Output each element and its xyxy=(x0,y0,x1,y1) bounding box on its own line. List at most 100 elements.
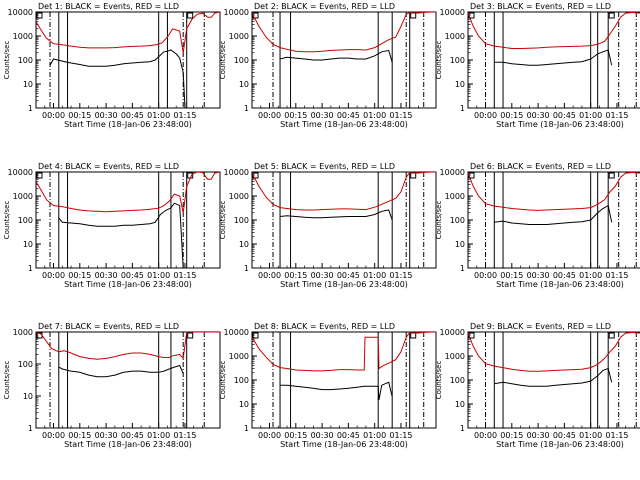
y-tick-label: 100 xyxy=(18,216,33,225)
x-tick-label: 01:15 xyxy=(389,431,412,440)
lld-rate-line xyxy=(36,332,220,360)
x-tick-label: 00:45 xyxy=(553,271,576,280)
y-tick-label: 10000 xyxy=(440,328,465,337)
x-axis-label: Start Time (18-Jan-06 23:48:00) xyxy=(496,440,624,449)
x-tick-label: 00:45 xyxy=(337,431,360,440)
y-axis-label: Counts/sec xyxy=(435,201,443,240)
x-tick-label: 01:00 xyxy=(363,431,386,440)
x-tick-label: 01:15 xyxy=(173,111,196,120)
detector-panel-2: Det 2: BLACK = Events, RED = LLD 1 10 100 10… xyxy=(219,2,437,129)
x-tick-label: 01:00 xyxy=(579,271,602,280)
y-tick-label: 1 xyxy=(28,424,33,433)
corner-marker xyxy=(187,332,194,339)
x-tick-label: 00:15 xyxy=(284,111,307,120)
y-tick-label: 1 xyxy=(244,424,249,433)
corner-marker xyxy=(410,172,417,179)
y-tick-label: 100 xyxy=(234,376,249,385)
y-axis-label: Counts/sec xyxy=(219,41,227,80)
panel-title: Det 2: BLACK = Events, RED = LLD xyxy=(254,2,395,11)
y-tick-label: 1 xyxy=(460,104,465,113)
x-tick-label: 00:00 xyxy=(258,111,281,120)
y-tick-label: 10000 xyxy=(224,168,249,177)
x-tick-label: 00:45 xyxy=(553,431,576,440)
x-tick-label: 00:15 xyxy=(284,271,307,280)
panel-title: Det 6: BLACK = Events, RED = LLD xyxy=(470,162,611,171)
y-axis-label: Counts/sec xyxy=(435,41,443,80)
y-tick-label: 10 xyxy=(455,400,465,409)
lld-rate-line xyxy=(252,332,436,372)
x-axis-label: Start Time (18-Jan-06 23:48:00) xyxy=(64,440,192,449)
x-tick-label: 00:00 xyxy=(42,111,65,120)
x-tick-label: 00:15 xyxy=(500,111,523,120)
event-rate-line xyxy=(58,364,184,378)
x-tick-label: 00:00 xyxy=(258,431,281,440)
detector-panel-9: Det 9: BLACK = Events, RED = LLD 1 10 100 10… xyxy=(435,322,640,449)
panel-title: Det 1: BLACK = Events, RED = LLD xyxy=(38,2,179,11)
y-tick-label: 1000 xyxy=(445,192,465,201)
y-tick-label: 10000 xyxy=(440,8,465,17)
event-rate-line xyxy=(58,202,184,268)
y-tick-label: 10000 xyxy=(224,328,249,337)
y-tick-label: 100 xyxy=(450,216,465,225)
x-axis-label: Start Time (18-Jan-06 23:48:00) xyxy=(496,280,624,289)
detector-panel-8: Det 8: BLACK = Events, RED = LLD 1 10 100 10… xyxy=(219,322,437,449)
plot-frame xyxy=(35,11,221,109)
x-axis-label: Start Time (18-Jan-06 23:48:00) xyxy=(280,120,408,129)
lld-rate-line xyxy=(36,172,220,213)
corner-marker xyxy=(608,172,615,179)
event-rate-line xyxy=(279,49,393,63)
y-tick-label: 10 xyxy=(239,240,249,249)
corner-marker xyxy=(36,12,43,19)
lld-rate-line xyxy=(252,12,436,53)
y-tick-label: 10 xyxy=(23,240,33,249)
y-tick-label: 10000 xyxy=(8,8,33,17)
x-tick-label: 00:30 xyxy=(527,111,550,120)
panel-title: Det 5: BLACK = Events, RED = LLD xyxy=(254,162,395,171)
x-tick-label: 00:30 xyxy=(311,111,334,120)
x-tick-label: 00:30 xyxy=(311,431,334,440)
y-tick-label: 10000 xyxy=(440,168,465,177)
x-tick-label: 01:00 xyxy=(147,431,170,440)
plot-frame xyxy=(35,331,221,429)
corner-marker xyxy=(608,332,615,339)
event-rate-line xyxy=(494,204,613,225)
y-tick-label: 1000 xyxy=(13,192,33,201)
y-tick-label: 100 xyxy=(234,56,249,65)
detector-panel-5: Det 5: BLACK = Events, RED = LLD 1 10 100 10… xyxy=(219,162,437,289)
x-tick-label: 01:15 xyxy=(605,111,628,120)
x-tick-label: 00:30 xyxy=(527,271,550,280)
x-axis-label: Start Time (18-Jan-06 23:48:00) xyxy=(280,280,408,289)
x-tick-label: 00:30 xyxy=(95,111,118,120)
x-tick-label: 00:30 xyxy=(527,431,550,440)
y-axis-label: Counts/sec xyxy=(435,361,443,400)
x-axis-label: Start Time (18-Jan-06 23:48:00) xyxy=(496,120,624,129)
lld-rate-line xyxy=(468,12,640,49)
y-axis-label: Counts/sec xyxy=(3,361,11,400)
x-tick-label: 01:15 xyxy=(389,111,412,120)
event-rate-line xyxy=(494,49,613,66)
y-tick-label: 100 xyxy=(234,216,249,225)
detector-panel-3: Det 3: BLACK = Events, RED = LLD 1 10 100 10… xyxy=(435,2,640,129)
y-tick-label: 10 xyxy=(455,240,465,249)
y-axis-label: Counts/sec xyxy=(219,201,227,240)
x-tick-label: 00:15 xyxy=(68,431,91,440)
y-tick-label: 100 xyxy=(18,360,33,369)
corner-marker xyxy=(608,12,615,19)
x-tick-label: 00:45 xyxy=(121,271,144,280)
y-tick-label: 1000 xyxy=(445,352,465,361)
detector-panel-7: Det 7: BLACK = Events, RED = LLD 1 10 100 10… xyxy=(3,322,221,449)
x-tick-label: 00:45 xyxy=(337,271,360,280)
panel-title: Det 9: BLACK = Events, RED = LLD xyxy=(470,322,611,331)
x-tick-label: 01:00 xyxy=(363,111,386,120)
x-tick-label: 01:00 xyxy=(147,111,170,120)
corner-marker xyxy=(187,12,194,19)
x-tick-label: 00:15 xyxy=(68,271,91,280)
x-tick-label: 00:45 xyxy=(121,111,144,120)
x-tick-label: 01:15 xyxy=(605,431,628,440)
x-tick-label: 00:15 xyxy=(500,431,523,440)
lld-rate-line xyxy=(468,172,640,211)
panel-title: Det 3: BLACK = Events, RED = LLD xyxy=(470,2,611,11)
y-tick-label: 1 xyxy=(28,104,33,113)
x-tick-label: 00:15 xyxy=(284,431,307,440)
